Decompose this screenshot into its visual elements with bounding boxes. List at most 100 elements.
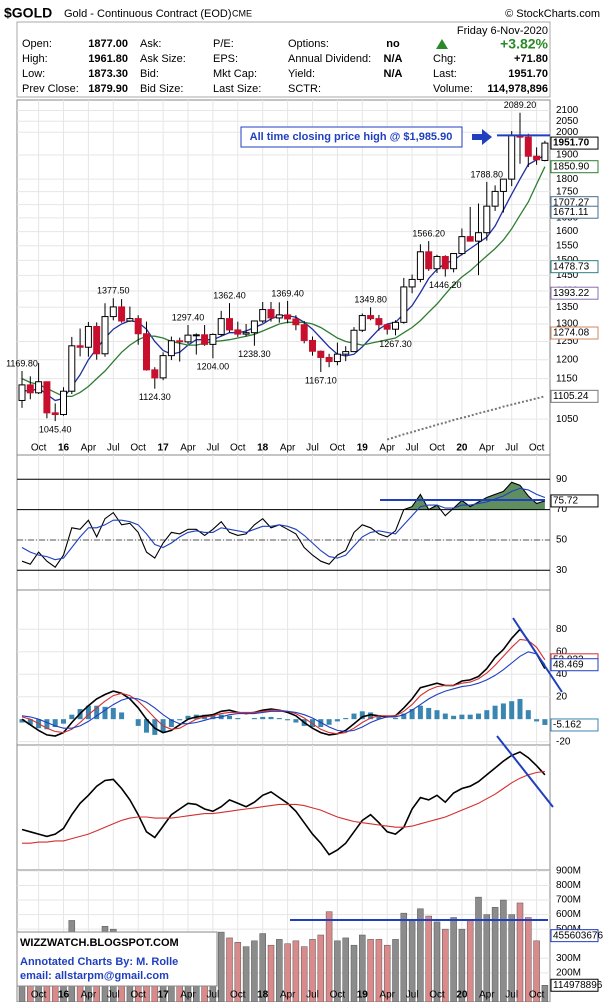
candle-body (151, 369, 159, 379)
quote-value: 1877.00 (88, 38, 128, 50)
histogram-bar (434, 710, 440, 720)
histogram-bar (235, 718, 241, 720)
candle-body (499, 178, 507, 192)
candle-body (51, 412, 59, 416)
quote-date: Friday 6-Nov-2020 (457, 25, 548, 37)
panels: 1050115012001250130013501400145015001550… (6, 99, 603, 1002)
x-tick-label: 19 (357, 443, 369, 454)
quote-label: Mkt Cap: (213, 68, 257, 80)
up-triangle (436, 39, 448, 49)
value-marker (550, 136, 599, 150)
quote-label: EPS: (213, 53, 238, 65)
y-tick-label: -20 (556, 736, 571, 747)
histogram-bar (517, 698, 523, 720)
y-tick-label: 300M (556, 953, 581, 964)
volume-bar (309, 939, 316, 1002)
y-tick-label: 2100 (556, 105, 579, 116)
quote-value: N/A (384, 53, 403, 65)
volume-bar (491, 907, 499, 1002)
x-tick-label: Oct (429, 990, 445, 1001)
histogram-bar (542, 719, 548, 725)
y-tick-label: 1300 (556, 319, 579, 330)
volume-bar (375, 939, 383, 1002)
price-annotation: 1124.30 (139, 392, 171, 402)
value-marker-label: 455603676 (553, 930, 603, 941)
candle-body (226, 318, 233, 331)
histogram-bar (500, 703, 506, 720)
candle-body (458, 236, 466, 255)
line (21, 154, 546, 402)
volume-bar (533, 940, 540, 1002)
histogram-bar (484, 710, 490, 720)
histogram-bar (260, 716, 266, 720)
volume-bar (292, 940, 300, 1002)
line (21, 651, 546, 733)
quote-value: 114,978,896 (487, 83, 548, 95)
x-tick-label: Oct (330, 990, 346, 1001)
histogram-bar (376, 715, 382, 720)
x-tick-label: Jul (406, 443, 419, 454)
candle-body (217, 318, 225, 335)
x-tick-label: Jul (107, 443, 120, 454)
y-tick-label: 70 (556, 504, 568, 515)
x-tick-label: Jul (306, 443, 319, 454)
candle-body (143, 333, 150, 371)
value-marker (550, 389, 599, 403)
candle-body (309, 339, 316, 352)
x-tick-label: Oct (130, 990, 146, 1001)
candle-body (466, 236, 474, 242)
volume-bar (325, 911, 333, 1002)
volume-bar (334, 940, 341, 1002)
price-annotation: 1377.50 (97, 286, 130, 296)
candle-body (300, 324, 308, 341)
candle-body (450, 253, 458, 270)
x-tick-label: 20 (456, 990, 468, 1001)
x-tick-label: Jul (306, 990, 319, 1001)
x-tick-label: Apr (180, 990, 196, 1001)
drawn-trendline (512, 617, 563, 693)
quote-label: Ask: (140, 38, 161, 50)
line (22, 770, 545, 844)
drawn-trendline (496, 735, 554, 808)
volume-bar (284, 943, 291, 1002)
candle-body (259, 309, 267, 322)
price-annotation: 1045.40 (39, 424, 72, 434)
histogram-bar (285, 719, 291, 721)
y-tick-label: 1800 (556, 174, 579, 185)
volume-bar (475, 896, 482, 1002)
candle-body (84, 325, 92, 348)
x-tick-label: Jul (107, 990, 120, 1001)
panel-frame (16, 589, 551, 746)
volume-bar (359, 934, 366, 1002)
histogram-bar (144, 719, 149, 733)
histogram-bar (509, 701, 515, 720)
volume-bar (483, 914, 491, 1002)
x-tick-label: 16 (58, 443, 70, 454)
candle-body (242, 332, 250, 335)
annotation-text: All time closing price high @ $1,985.90 (250, 131, 453, 143)
value-marker-label: 1393.22 (553, 288, 590, 299)
site: WIZZWATCH.BLOGSPOT.COM (20, 937, 179, 949)
email: email: allstarpm@gmail.com (20, 970, 169, 982)
value-marker (550, 205, 599, 219)
price-annotation: 1369.40 (271, 288, 304, 298)
value-marker-label: -5.162 (553, 720, 582, 731)
candle-body (416, 251, 424, 280)
histogram-bar (426, 707, 432, 720)
candle-body (441, 255, 449, 270)
candle-body (408, 278, 416, 288)
quote-value: 1873.30 (88, 68, 128, 80)
credit: Annotated Charts By: M. Rolle (20, 956, 178, 968)
histogram-bar (459, 714, 465, 720)
value-marker (550, 286, 599, 300)
histogram-bar (293, 719, 299, 723)
candle-body (35, 381, 43, 394)
histogram-bar (251, 718, 257, 720)
x-tick-label: Oct (31, 443, 47, 454)
exchange: CME (232, 8, 252, 18)
candle-body (541, 142, 549, 161)
value-marker-label: 1274.08 (553, 328, 590, 339)
histogram-bar (69, 714, 75, 720)
quote-label: Bid Size: (140, 83, 183, 95)
